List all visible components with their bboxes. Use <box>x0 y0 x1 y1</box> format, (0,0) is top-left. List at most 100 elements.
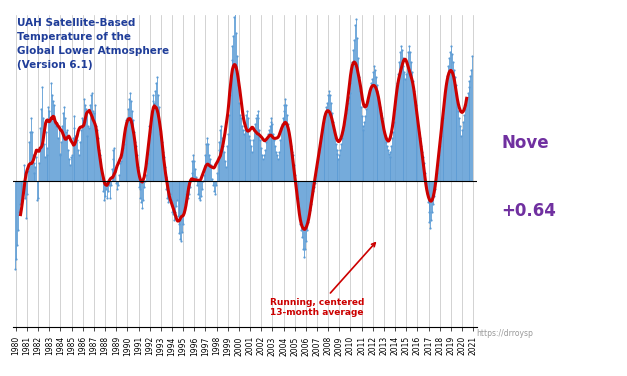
Point <box>323 92 333 98</box>
Point <box>54 125 64 131</box>
Point <box>337 135 347 141</box>
Point <box>10 265 20 271</box>
Point <box>120 117 130 123</box>
Point <box>203 135 213 141</box>
Point <box>262 135 272 141</box>
Point <box>13 227 23 233</box>
Point <box>297 234 307 240</box>
Point <box>82 133 92 139</box>
Point <box>201 141 211 147</box>
Point <box>395 49 405 55</box>
Point <box>240 127 250 133</box>
Point <box>143 150 153 156</box>
Point <box>384 155 394 161</box>
Point <box>311 172 321 178</box>
Point <box>346 68 356 74</box>
Point <box>387 135 398 141</box>
Point <box>288 153 298 159</box>
Point <box>166 197 176 203</box>
Point <box>50 121 60 127</box>
Point <box>139 184 149 190</box>
Point <box>393 71 403 77</box>
Point <box>138 197 148 203</box>
Text: UAH Satellite-Based
Temperature of the
Global Lower Atmosphere
(Version 6.1): UAH Satellite-Based Temperature of the G… <box>17 18 169 70</box>
Point <box>45 108 55 114</box>
Point <box>283 121 293 127</box>
Point <box>120 127 130 133</box>
Point <box>108 147 119 153</box>
Point <box>249 127 259 133</box>
Point <box>224 92 234 98</box>
Point <box>370 67 380 73</box>
Point <box>135 196 145 202</box>
Point <box>128 117 138 123</box>
Point <box>465 73 475 79</box>
Point <box>161 174 171 180</box>
Point <box>167 209 177 215</box>
Point <box>95 153 105 159</box>
Point <box>62 127 72 133</box>
Point <box>413 123 423 129</box>
Point <box>122 115 132 121</box>
Point <box>86 92 96 98</box>
Point <box>141 172 151 178</box>
Point <box>431 178 441 184</box>
Point <box>308 188 319 194</box>
Point <box>198 178 208 184</box>
Point <box>11 256 21 262</box>
Point <box>49 102 59 108</box>
Point <box>48 98 58 104</box>
Point <box>433 162 443 168</box>
Point <box>65 162 75 168</box>
Point <box>463 90 473 96</box>
Point <box>244 133 254 139</box>
Point <box>459 112 469 118</box>
Point <box>190 166 200 172</box>
Point <box>158 149 168 155</box>
Point <box>113 182 123 188</box>
Point <box>233 82 243 88</box>
Point <box>193 191 203 197</box>
Point <box>305 201 315 207</box>
Point <box>307 196 317 202</box>
Point <box>391 92 401 98</box>
Point <box>444 55 454 61</box>
Point <box>445 49 455 55</box>
Point <box>422 190 432 196</box>
Point <box>321 104 331 110</box>
Point <box>271 149 281 155</box>
Point <box>265 123 275 129</box>
Point <box>101 186 111 192</box>
Point <box>75 139 85 145</box>
Point <box>236 115 246 121</box>
Point <box>371 74 381 80</box>
Point <box>330 141 340 147</box>
Point <box>272 153 282 159</box>
Point <box>404 43 414 49</box>
Point <box>134 186 144 192</box>
Point <box>117 153 127 159</box>
Point <box>285 137 295 143</box>
Point <box>47 92 57 98</box>
Point <box>278 115 288 121</box>
Point <box>231 30 241 36</box>
Point <box>183 196 193 202</box>
Point <box>261 139 271 145</box>
Point <box>340 115 350 121</box>
Point <box>153 92 163 98</box>
Point <box>109 145 119 151</box>
Point <box>418 155 428 161</box>
Point <box>127 108 137 114</box>
Point <box>382 147 393 153</box>
Point <box>30 164 40 170</box>
Point <box>240 121 250 127</box>
Point <box>66 153 76 159</box>
Point <box>277 121 287 127</box>
Point <box>243 115 253 121</box>
Point <box>417 149 427 155</box>
Point <box>317 129 327 135</box>
Point <box>373 96 383 102</box>
Point <box>60 115 70 121</box>
Point <box>226 57 236 63</box>
Point <box>446 43 456 49</box>
